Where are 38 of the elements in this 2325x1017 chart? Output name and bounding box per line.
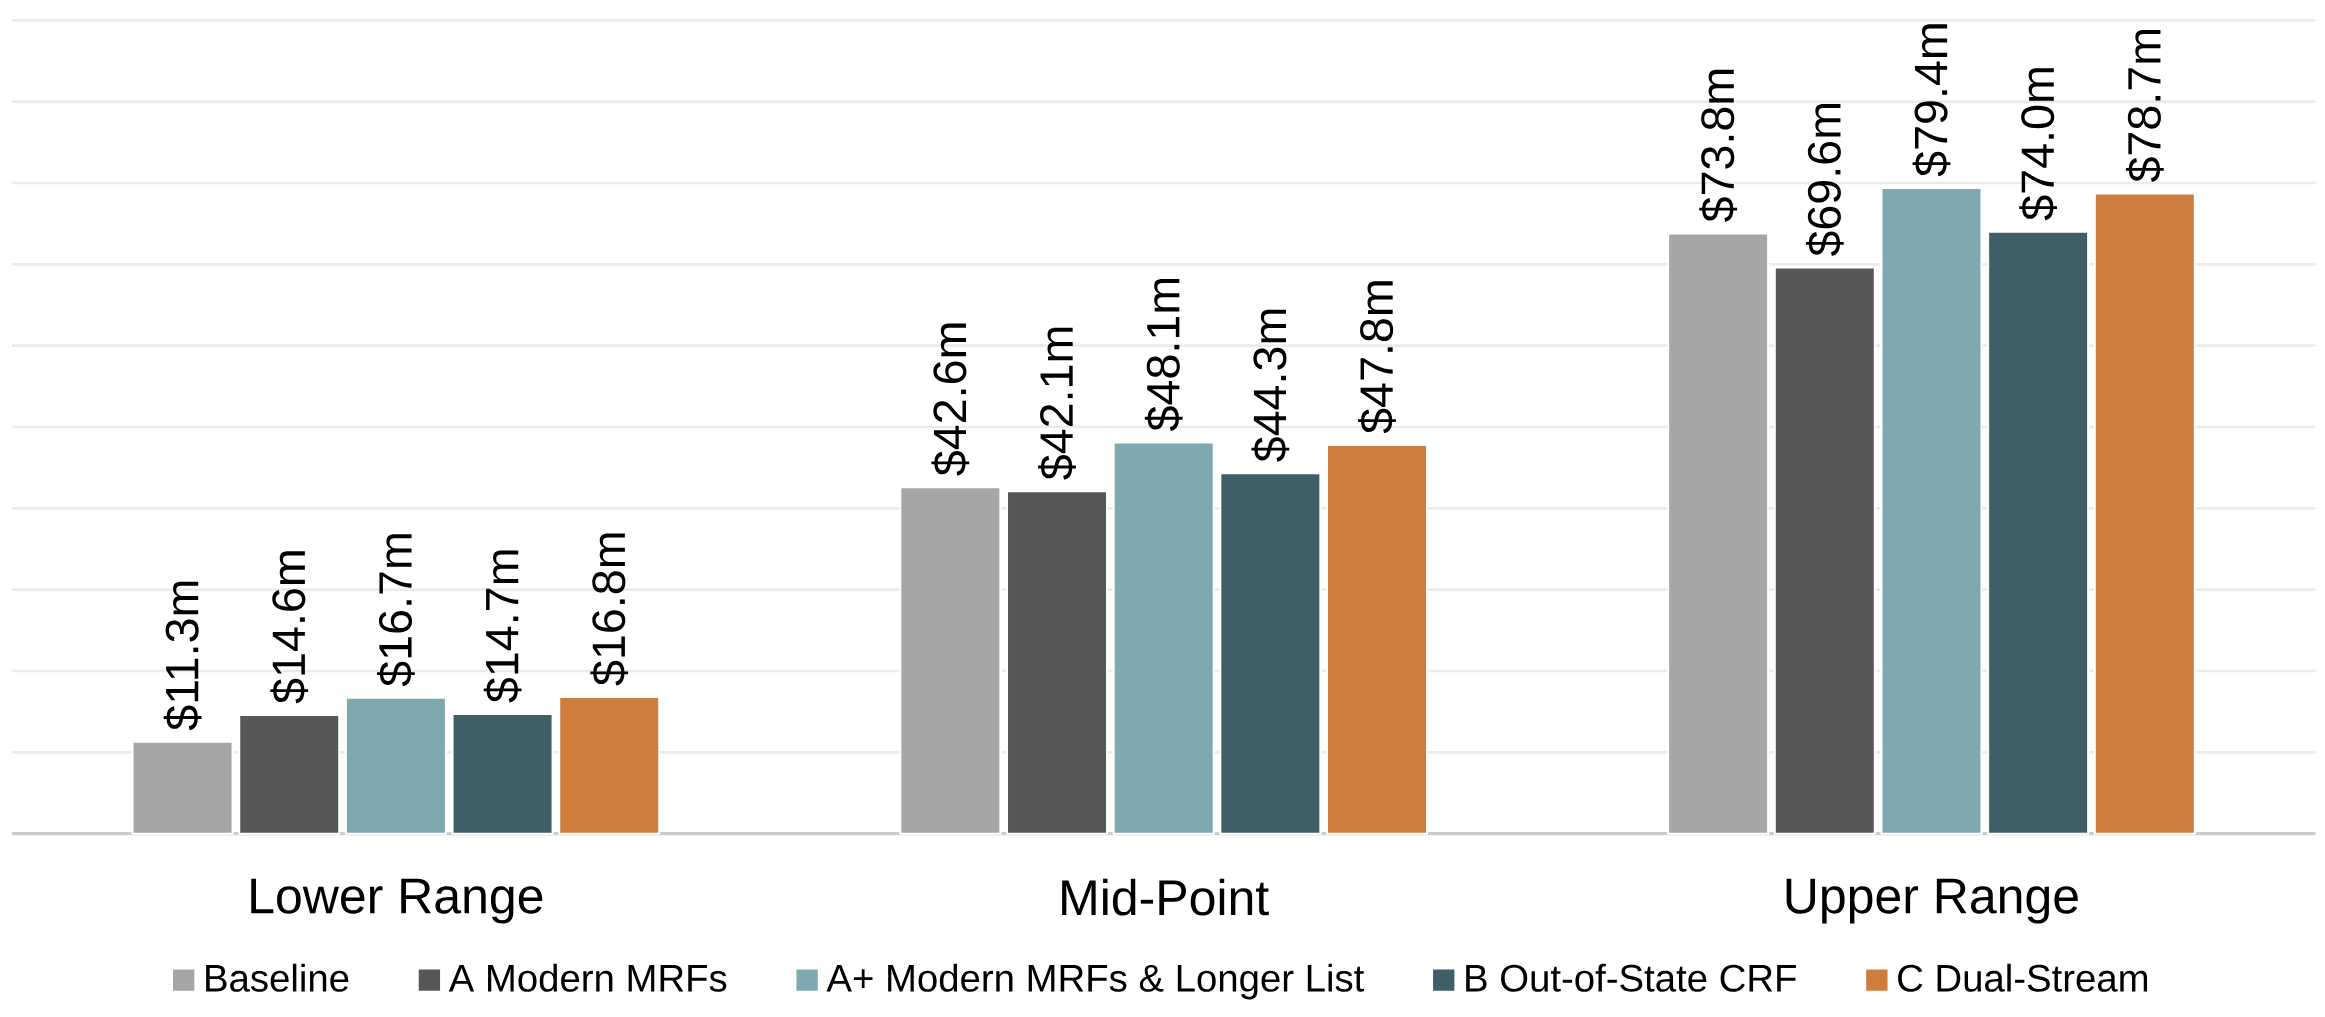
data-label: $48.1m [1144, 278, 1183, 431]
bar [1987, 230, 2090, 835]
bar [451, 713, 554, 835]
data-label: $44.3m [1251, 309, 1290, 462]
bar [1667, 232, 1770, 835]
data-label: $79.4m [1912, 24, 1951, 177]
bar [1773, 266, 1876, 835]
bar [1006, 490, 1109, 835]
x-tick-label: Lower Range [251, 878, 543, 924]
bar [899, 486, 1002, 835]
bar [1219, 472, 1322, 835]
legend-label: C Dual-Stream [1898, 963, 2148, 992]
data-label: $42.1m [1038, 327, 1076, 480]
data-label: $47.8m [1358, 281, 1396, 434]
bar [1326, 443, 1429, 835]
bar [344, 696, 447, 835]
x-tick-label: Mid-Point [1062, 878, 1269, 916]
bar [1112, 441, 1215, 835]
data-label: $73.8m [1699, 69, 1738, 222]
x-tick-label: Upper Range [1786, 878, 2078, 924]
data-label: $78.7m [2125, 30, 2164, 183]
legend-label: A+ Modern MRFs & Longer List [826, 963, 1365, 1000]
data-label: $42.6m [931, 323, 970, 476]
legend-label: B Out-of-State CRF [1466, 963, 1796, 992]
data-label: $74.0m [2019, 68, 2058, 221]
bar [1880, 186, 1983, 835]
data-label: $14.6m [270, 551, 309, 704]
data-label: $16.8m [590, 533, 629, 686]
legend-label: A Modern MRFs [448, 963, 727, 992]
data-label: $16.7m [377, 534, 415, 687]
bar [558, 696, 661, 835]
data-label: $14.7m [483, 550, 522, 703]
bar [2093, 192, 2196, 835]
legend-label: Baseline [206, 963, 349, 992]
bar [131, 740, 234, 835]
bar [238, 713, 341, 835]
data-label: $11.3m [163, 581, 202, 731]
data-label: $69.6m [1805, 104, 1844, 257]
